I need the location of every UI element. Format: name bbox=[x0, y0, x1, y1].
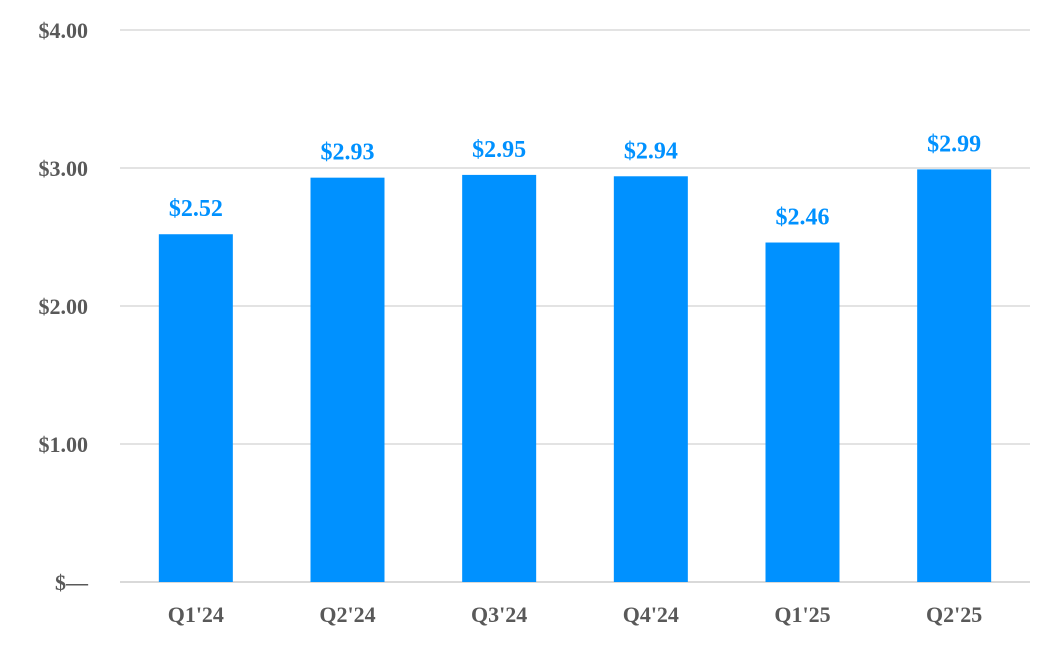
y-tick-label: $4.00 bbox=[39, 18, 89, 43]
gridlines bbox=[120, 29, 1030, 583]
bar bbox=[310, 177, 385, 582]
data-label: $2.95 bbox=[472, 137, 526, 163]
y-tick-label: $3.00 bbox=[39, 156, 89, 181]
data-label: $2.52 bbox=[169, 196, 223, 222]
bar bbox=[613, 176, 688, 582]
x-axis-category-labels: Q1'24 Q2'24 Q3'24 Q4'24 Q1'25 Q2'25 bbox=[168, 602, 983, 627]
bar bbox=[462, 174, 537, 582]
data-label: $2.46 bbox=[776, 205, 830, 231]
y-axis-tick-labels: $— $1.00 $2.00 $3.00 $4.00 bbox=[39, 18, 90, 595]
y-tick-label: $2.00 bbox=[39, 294, 89, 319]
x-category-label: Q1'24 bbox=[168, 602, 224, 627]
x-category-label: Q3'24 bbox=[471, 602, 527, 627]
x-category-label: Q2'25 bbox=[926, 602, 982, 627]
y-tick-label: $1.00 bbox=[39, 432, 89, 457]
x-category-label: Q2'24 bbox=[319, 602, 375, 627]
data-labels: $2.52 $2.93 $2.95 $2.94 $2.46 $2.99 bbox=[169, 131, 981, 230]
data-label: $2.99 bbox=[927, 131, 981, 157]
x-category-label: Q4'24 bbox=[623, 602, 679, 627]
bar bbox=[917, 169, 992, 582]
data-label: $2.93 bbox=[321, 140, 375, 166]
bar bbox=[158, 234, 233, 583]
data-label: $2.94 bbox=[624, 138, 678, 164]
bar bbox=[765, 242, 840, 582]
x-category-label: Q1'25 bbox=[774, 602, 830, 627]
bars bbox=[158, 169, 992, 583]
y-tick-label: $— bbox=[55, 570, 89, 595]
